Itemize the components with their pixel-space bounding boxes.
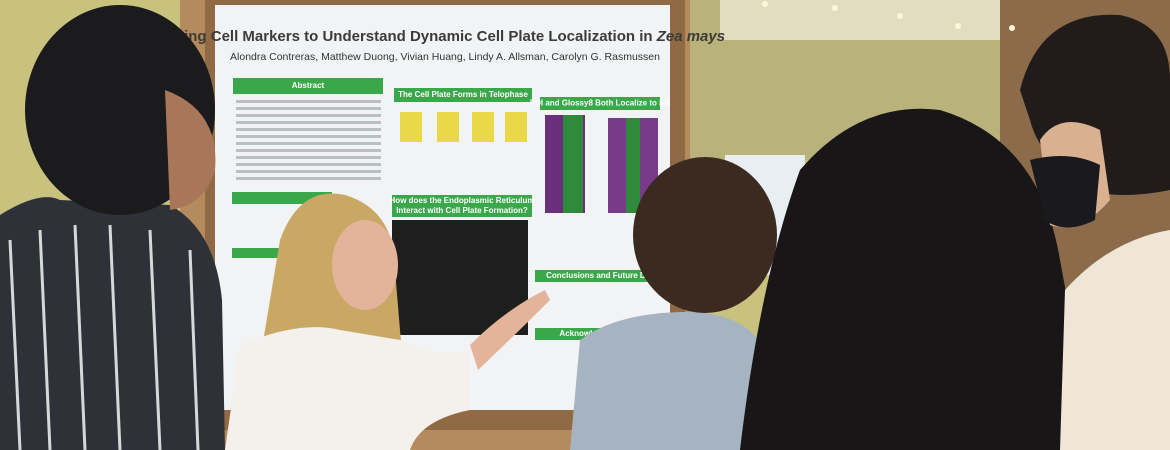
shape: [236, 128, 381, 131]
shape: [505, 112, 527, 142]
cell-diagrams: [400, 112, 527, 142]
shape: [236, 149, 381, 152]
shape: [236, 100, 381, 103]
section-bar: [394, 88, 532, 102]
shape: [236, 107, 381, 110]
shape: [148, 229, 162, 450]
person-long-hair: [740, 108, 1095, 450]
ceiling-lights: [762, 1, 1015, 31]
student-shirt: [570, 311, 770, 450]
section-heading: How does the Endoplasmic Reticulum: [390, 196, 535, 205]
poster-title: Using Cell Markers to Understand Dynamic…: [165, 28, 725, 45]
section-bar: [233, 78, 383, 94]
presenter-face: [332, 220, 398, 310]
shape: [955, 23, 961, 29]
title-text: Using Cell Markers to Understand Dynamic…: [165, 28, 653, 45]
shape: [1009, 25, 1015, 31]
face-mask: [1030, 156, 1100, 228]
shape: [236, 170, 381, 173]
shape: [188, 249, 200, 450]
shape: [897, 13, 903, 19]
section-bar: [535, 270, 660, 282]
shape: [73, 224, 87, 450]
ceiling: [720, 0, 1020, 40]
body-text: [236, 100, 381, 180]
shape: [832, 5, 838, 11]
shape: [38, 229, 52, 450]
presenter-blouse: [225, 327, 470, 450]
section-heading: PDI and Glossy8 Both Localize to ER: [530, 99, 671, 108]
shape: [762, 1, 768, 7]
shape: [236, 177, 381, 180]
person-left-hair: [25, 5, 215, 215]
student-hair: [633, 157, 777, 313]
shape: [236, 114, 381, 117]
shirt-stripes: [8, 224, 200, 450]
shape: [236, 163, 381, 166]
poster-authors: Alondra Contreras, Matthew Duong, Vivian…: [230, 51, 660, 63]
section-bar: [540, 97, 660, 110]
title-species: Zea mays: [656, 28, 725, 45]
shape: [626, 118, 640, 213]
section-bar: [392, 195, 532, 217]
section-bar: [232, 248, 287, 258]
section-heading: Conclusions and Future Di: [546, 271, 648, 280]
presenter-arm: [470, 290, 550, 370]
shape: [563, 115, 583, 213]
shape: [437, 112, 459, 142]
shape: [236, 121, 381, 124]
shape: [400, 112, 422, 142]
shape: [108, 224, 122, 450]
shape: [236, 135, 381, 138]
shape: [472, 112, 494, 142]
shape: [236, 156, 381, 159]
person-left-face: [165, 90, 216, 210]
section-heading: Interact with Cell Plate Formation?: [396, 206, 528, 215]
section-heading: Abstract: [292, 81, 325, 90]
shape: [8, 239, 22, 450]
right-shirt: [1060, 230, 1170, 450]
person-left-shirt: [0, 197, 225, 450]
shape: [236, 142, 381, 145]
section-heading: The Cell Plate Forms in Telophase: [398, 90, 528, 99]
